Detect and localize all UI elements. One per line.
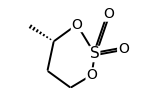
Text: O: O <box>118 42 129 56</box>
Text: O: O <box>86 68 97 82</box>
Text: O: O <box>71 17 82 32</box>
Text: O: O <box>103 7 114 21</box>
Text: S: S <box>90 47 100 61</box>
